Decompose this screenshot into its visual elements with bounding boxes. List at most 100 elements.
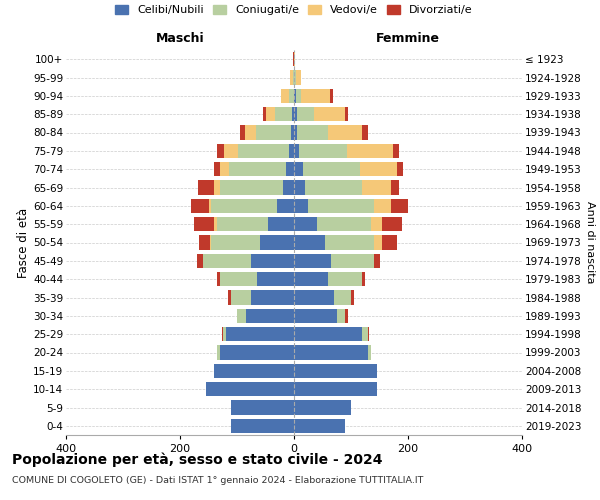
Bar — [289, 144, 294, 158]
Bar — [346, 308, 348, 323]
Text: Femmine: Femmine — [376, 32, 440, 44]
Bar — [294, 162, 302, 176]
Bar — [314, 107, 346, 122]
Bar — [281, 88, 289, 103]
Bar — [237, 308, 245, 323]
Bar — [325, 236, 374, 250]
Bar — [229, 162, 286, 176]
Bar — [209, 198, 211, 213]
Bar — [232, 400, 294, 414]
Bar — [277, 198, 294, 213]
Bar — [210, 236, 211, 250]
Bar — [211, 236, 260, 250]
Bar — [294, 272, 328, 286]
Bar — [199, 236, 210, 250]
Bar — [294, 70, 296, 85]
Bar — [266, 107, 275, 122]
Bar — [214, 162, 220, 176]
Bar — [294, 180, 305, 194]
Bar — [214, 364, 294, 378]
Bar — [374, 236, 382, 250]
Bar — [346, 107, 348, 122]
Bar — [301, 88, 330, 103]
Bar — [392, 144, 400, 158]
Bar — [220, 162, 229, 176]
Bar — [317, 217, 371, 232]
Bar — [299, 144, 347, 158]
Bar — [337, 308, 346, 323]
Y-axis label: Fasce di età: Fasce di età — [17, 208, 30, 278]
Bar — [308, 198, 374, 213]
Bar — [217, 346, 220, 360]
Bar — [217, 217, 268, 232]
Bar — [294, 198, 308, 213]
Bar — [197, 254, 203, 268]
Bar — [330, 88, 333, 103]
Bar — [294, 126, 297, 140]
Bar — [198, 180, 214, 194]
Bar — [368, 346, 371, 360]
Bar — [294, 88, 296, 103]
Bar — [206, 382, 294, 396]
Bar — [290, 70, 293, 85]
Text: Maschi: Maschi — [155, 32, 205, 44]
Bar — [328, 126, 362, 140]
Bar — [229, 290, 232, 304]
Bar — [268, 217, 294, 232]
Bar — [214, 180, 220, 194]
Bar — [305, 180, 362, 194]
Bar — [362, 126, 368, 140]
Bar — [289, 88, 294, 103]
Bar — [232, 290, 251, 304]
Bar — [232, 418, 294, 433]
Bar — [191, 198, 209, 213]
Bar — [397, 162, 403, 176]
Bar — [211, 198, 277, 213]
Bar — [245, 126, 256, 140]
Bar — [302, 162, 359, 176]
Bar — [217, 144, 224, 158]
Y-axis label: Anni di nascita: Anni di nascita — [586, 201, 595, 284]
Bar — [328, 272, 362, 286]
Bar — [371, 217, 382, 232]
Bar — [238, 144, 289, 158]
Bar — [263, 107, 266, 122]
Bar — [220, 180, 283, 194]
Bar — [294, 418, 346, 433]
Bar — [290, 126, 294, 140]
Bar — [294, 236, 325, 250]
Bar — [224, 144, 238, 158]
Bar — [223, 327, 226, 342]
Bar — [294, 400, 351, 414]
Bar — [391, 180, 400, 194]
Bar — [294, 364, 377, 378]
Bar — [275, 107, 292, 122]
Bar — [294, 107, 297, 122]
Bar — [217, 272, 220, 286]
Bar — [359, 162, 397, 176]
Bar — [297, 126, 328, 140]
Bar — [251, 254, 294, 268]
Bar — [391, 198, 408, 213]
Bar — [260, 236, 294, 250]
Bar — [257, 272, 294, 286]
Bar — [203, 254, 251, 268]
Bar — [214, 217, 217, 232]
Bar — [294, 308, 337, 323]
Bar — [221, 327, 223, 342]
Bar — [362, 327, 368, 342]
Bar — [362, 180, 391, 194]
Bar — [226, 327, 294, 342]
Bar — [351, 290, 354, 304]
Bar — [296, 88, 301, 103]
Bar — [296, 70, 301, 85]
Legend: Celibi/Nubili, Coniugati/e, Vedovi/e, Divorziati/e: Celibi/Nubili, Coniugati/e, Vedovi/e, Di… — [112, 2, 476, 19]
Bar — [382, 217, 403, 232]
Bar — [194, 217, 214, 232]
Bar — [256, 126, 290, 140]
Bar — [294, 52, 295, 66]
Bar — [368, 327, 369, 342]
Bar — [251, 290, 294, 304]
Bar — [294, 346, 368, 360]
Bar — [294, 382, 377, 396]
